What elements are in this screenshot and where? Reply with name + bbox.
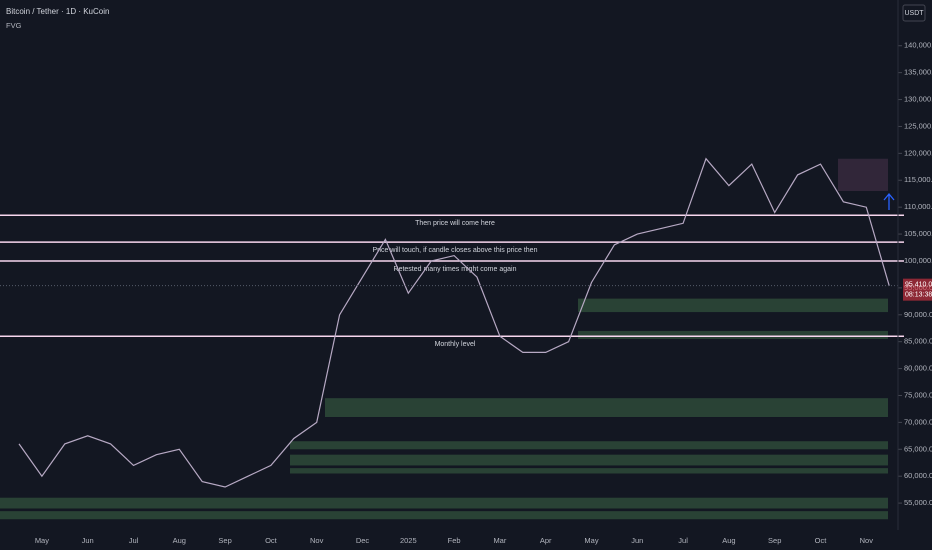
x-tick-label: Aug (722, 536, 735, 545)
x-tick-label: Sep (768, 536, 781, 545)
x-tick-label: Dec (356, 536, 370, 545)
y-tick-label: 110,000.0 (904, 202, 932, 211)
x-tick-label: May (584, 536, 598, 545)
x-tick-label: Jun (82, 536, 94, 545)
fvg-zone (0, 511, 888, 520)
fvg-zone (578, 298, 888, 313)
level-label: Retested many times might come again (394, 266, 517, 273)
y-tick-label: 60,000.0 (904, 471, 932, 480)
level-label: Monthly level (435, 341, 476, 348)
last-price-box (903, 278, 932, 301)
level-label: Price will touch, if candle closes above… (373, 247, 538, 254)
currency[interactable]: USDT (904, 10, 924, 17)
x-tick-label: May (35, 536, 49, 545)
plot: 55,000.0 60,000.0 65,000.0 70,000.0 75,000.0… (0, 41, 932, 545)
y-tick-label: 120,000.0 (904, 148, 932, 157)
fvg-zone (578, 330, 888, 339)
y-tick-label: 140,000.0 (904, 41, 932, 50)
y-tick-label: 105,000.0 (904, 229, 932, 238)
y-tick-label: 135,000.0 (904, 68, 932, 77)
indicator-name: FVG (6, 21, 22, 30)
x-tick-label: Feb (448, 536, 461, 545)
supply-zone (838, 158, 888, 192)
y-tick-label: 125,000.0 (904, 121, 932, 130)
x-tick-label: Apr (540, 536, 552, 545)
y-tick-label: 130,000.0 (904, 95, 932, 104)
currency-box[interactable] (902, 4, 926, 22)
x-tick-label: Jun (631, 536, 643, 545)
fvg-zone (290, 468, 888, 474)
arrow (883, 192, 895, 210)
x-tick-label: Nov (310, 536, 324, 545)
y-tick-label: 65,000.0 (904, 444, 932, 453)
y-tick-label: 85,000.0 (904, 337, 932, 346)
countdown: 08:13:38 (905, 292, 932, 299)
x-tick-label: Oct (265, 536, 278, 545)
price-line (18, 157, 890, 488)
fvg-zone (0, 497, 888, 509)
y-tick-label: 80,000.0 (904, 364, 932, 373)
x-tick-label: Nov (860, 536, 874, 545)
y-tick-label: 55,000.0 (904, 498, 932, 507)
x-tick-label: Jul (129, 536, 139, 545)
x-tick-label: Oct (815, 536, 828, 545)
y-tick-label: 70,000.0 (904, 417, 932, 426)
level-label: Then price will come here (415, 220, 495, 227)
x-tick-label: Aug (173, 536, 186, 545)
y-tick-label: 75,000.0 (904, 390, 932, 399)
fvg-zone (290, 441, 888, 450)
symbol-title: Bitcoin / Tether · 1D · KuCoin (6, 7, 109, 16)
x-tick-label: Mar (493, 536, 506, 545)
x-tick-label: Jul (678, 536, 688, 545)
x-tick-label: Sep (218, 536, 231, 545)
y-tick-label: 90,000.0 (904, 310, 932, 319)
x-tick-label: 2025 (400, 536, 417, 545)
y-tick-label: 100,000.0 (904, 256, 932, 265)
last-price-label: 95,410.0 (905, 282, 932, 289)
fvg-zone (290, 454, 888, 466)
fvg-zone (325, 398, 888, 418)
y-tick-label: 115,000.0 (904, 175, 932, 184)
